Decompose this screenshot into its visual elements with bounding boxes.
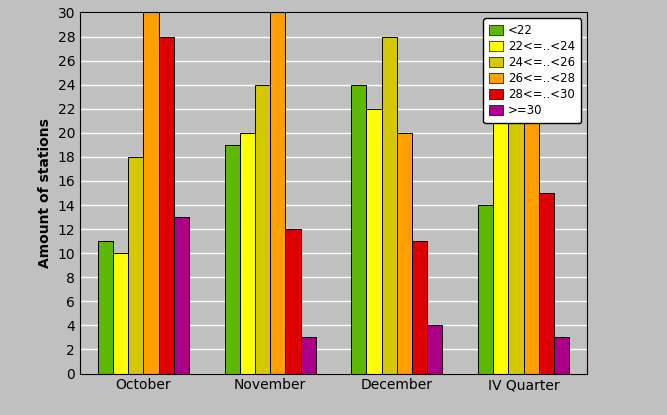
Bar — [366, 109, 382, 374]
Bar — [159, 37, 174, 374]
Bar — [508, 37, 524, 374]
Bar — [239, 133, 255, 374]
Bar — [255, 85, 270, 374]
Bar — [539, 193, 554, 374]
Bar — [554, 337, 569, 374]
Bar — [382, 37, 397, 374]
Bar — [412, 241, 428, 374]
Bar — [98, 241, 113, 374]
Bar — [270, 12, 285, 374]
Bar — [478, 205, 493, 374]
Bar — [174, 217, 189, 374]
Bar — [225, 145, 239, 374]
Bar — [128, 157, 143, 374]
Bar — [428, 325, 442, 374]
Bar — [143, 12, 159, 374]
Bar — [524, 24, 539, 374]
Bar — [397, 133, 412, 374]
Bar — [493, 109, 508, 374]
Bar — [113, 253, 128, 374]
Bar — [285, 229, 301, 374]
Legend: <22, 22<=..<24, 24<=..<26, 26<=..<28, 28<=..<30, >=30: <22, 22<=..<24, 24<=..<26, 26<=..<28, 28… — [483, 18, 581, 123]
Y-axis label: Amount of stations: Amount of stations — [38, 118, 52, 268]
Bar — [301, 337, 315, 374]
Bar — [352, 85, 366, 374]
